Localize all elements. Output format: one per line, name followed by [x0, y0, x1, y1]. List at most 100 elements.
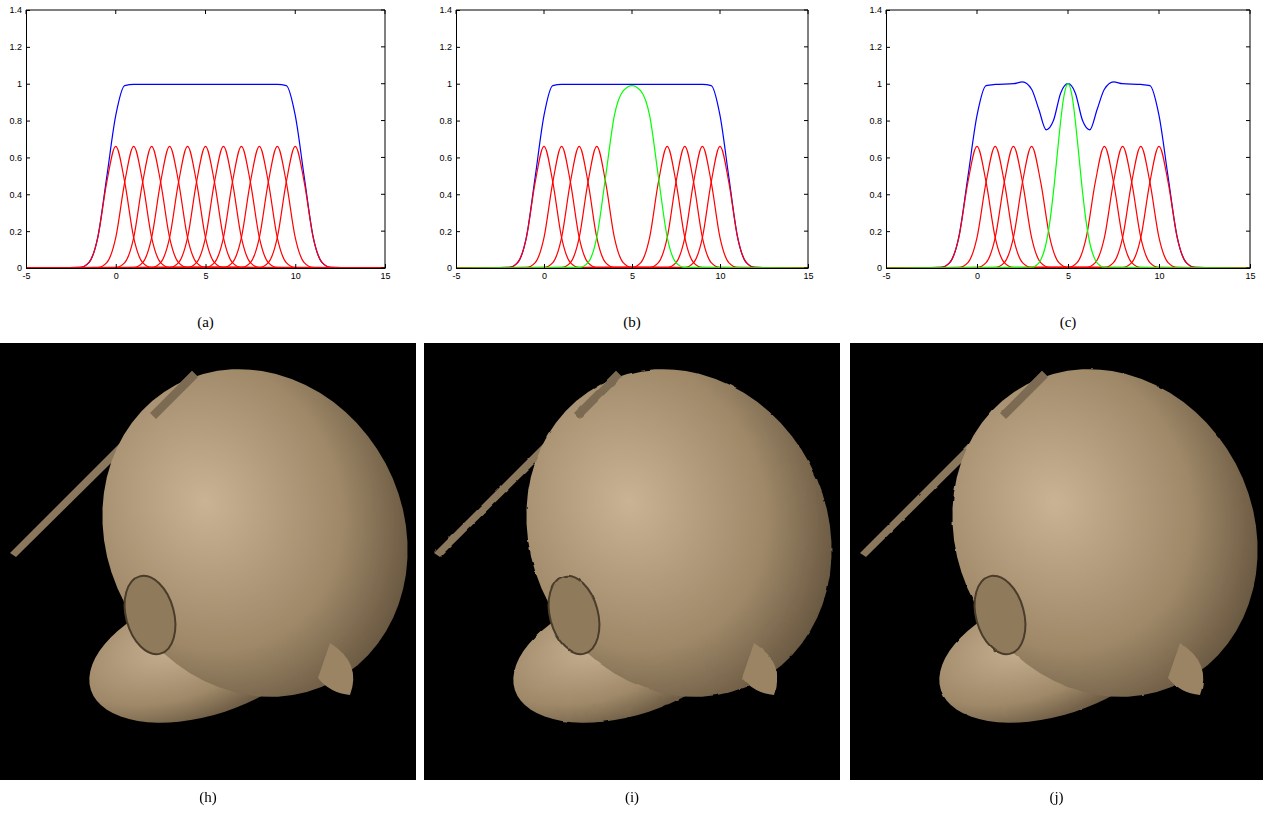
y-tick: 0.2: [439, 227, 460, 237]
x-tick-label: 0: [542, 271, 547, 281]
x-axis-line: [887, 268, 1251, 269]
y-tick-label: 0.8: [439, 116, 452, 126]
y-tick: 0.6: [869, 153, 890, 163]
y-tick-mark: [26, 47, 30, 48]
y-tick-mark: [456, 194, 460, 195]
cranium: [469, 315, 888, 751]
x-tick-mark: [808, 264, 809, 268]
image-label: (h): [199, 789, 217, 806]
y-tick-mark-right: [804, 231, 808, 232]
ear: [966, 570, 1033, 660]
y-tick-mark: [26, 157, 30, 158]
y-tick-label: 1.4: [439, 5, 452, 15]
curve: [886, 146, 1250, 268]
plot-background: [886, 10, 1250, 268]
x-tick: 5: [630, 264, 635, 281]
y-tick-mark-right: [1246, 46, 1250, 47]
y-tick-mark: [456, 47, 460, 48]
curve: [456, 146, 808, 268]
y-tick-mark: [26, 10, 30, 11]
y-tick: 0.8: [439, 116, 460, 126]
rendered-image: (j): [850, 315, 1265, 806]
y-tick: 0.6: [439, 153, 460, 163]
y-tick-mark-right: [1246, 10, 1250, 11]
y-tick-mark-right: [1246, 268, 1250, 269]
curve: [886, 146, 1250, 268]
curve: [26, 146, 385, 268]
panel-label: (c): [1060, 314, 1077, 331]
curve: [456, 146, 808, 268]
curve: [26, 146, 385, 268]
plot-marks: [456, 84, 808, 268]
y-tick-mark-right: [804, 120, 808, 121]
y-tick-mark-right: [381, 10, 385, 11]
y-tick: 1: [447, 79, 460, 89]
nose: [318, 643, 353, 695]
x-tick-mark-top: [205, 10, 206, 14]
x-tick-label: 10: [1154, 271, 1164, 281]
board-front: [574, 371, 622, 419]
x-axis-line: [27, 268, 386, 269]
plot-background: [26, 10, 385, 268]
y-tick-mark-right: [381, 157, 385, 158]
y-tick: 1: [877, 79, 890, 89]
y-tick-label: 0: [877, 263, 882, 273]
x-axis: -5051015: [452, 264, 813, 281]
x-tick-mark-top: [1068, 10, 1069, 14]
y-axis-line: [456, 11, 457, 269]
y-tick-label: 1.2: [439, 42, 452, 52]
y-tick-mark: [886, 157, 890, 158]
x-tick: 5: [1066, 264, 1071, 281]
image-label: (j): [1049, 789, 1063, 806]
y-tick-label: 0.2: [869, 227, 882, 237]
nose: [742, 643, 777, 695]
y-tick-label: 0.2: [9, 227, 22, 237]
y-tick-label: 1: [447, 79, 452, 89]
x-tick-mark: [1159, 264, 1160, 268]
curve: [26, 146, 385, 268]
x-tick: 15: [1245, 264, 1255, 281]
x-tick-mark-top: [977, 10, 978, 14]
x-tick-mark: [544, 264, 545, 268]
y-tick: 0.8: [869, 116, 890, 126]
y-tick-label: 0: [17, 263, 22, 273]
x-tick: 10: [291, 264, 301, 281]
y-axis: 00.20.40.60.811.21.4: [439, 5, 460, 273]
y-tick-label: 0.4: [439, 190, 452, 200]
chart-panel: -505101500.20.40.60.811.21.4(c): [869, 5, 1255, 331]
y-tick-mark-right: [381, 268, 385, 269]
x-tick: 15: [380, 264, 390, 281]
y-tick-label: 0.6: [439, 153, 452, 163]
y-tick-label: 0.4: [869, 190, 882, 200]
plot-marks: [886, 82, 1250, 268]
x-tick: 0: [975, 264, 980, 281]
y-tick-mark-right: [1246, 83, 1250, 84]
y-tick-mark-right: [381, 120, 385, 121]
y-tick: 1.2: [439, 42, 460, 52]
y-tick: 1.4: [439, 5, 460, 15]
y-tick: 0: [877, 263, 890, 273]
x-tick-mark-top: [632, 10, 633, 14]
y-tick-mark: [456, 231, 460, 232]
curve: [26, 146, 385, 268]
frame-right: [1250, 10, 1251, 268]
x-tick-label: -5: [882, 271, 890, 281]
head-volume: [434, 315, 889, 751]
x-tick-mark-top: [115, 10, 116, 14]
y-tick-mark: [26, 121, 30, 122]
y-tick-mark-right: [804, 157, 808, 158]
curve: [26, 146, 385, 268]
x-axis: -5051015: [22, 264, 390, 281]
x-tick-label: -5: [452, 271, 460, 281]
x-tick-label: 10: [291, 271, 301, 281]
curve: [886, 146, 1250, 268]
board-front: [150, 371, 198, 419]
curve: [26, 146, 385, 268]
cranium: [895, 315, 1265, 751]
y-tick: 1.4: [869, 5, 890, 15]
y-tick: 0.4: [9, 190, 30, 200]
y-tick-mark-right: [804, 10, 808, 11]
y-tick: 0.2: [869, 227, 890, 237]
x-axis: -5 0 5 10 15: [882, 264, 1255, 281]
y-tick: 0.6: [9, 153, 30, 163]
